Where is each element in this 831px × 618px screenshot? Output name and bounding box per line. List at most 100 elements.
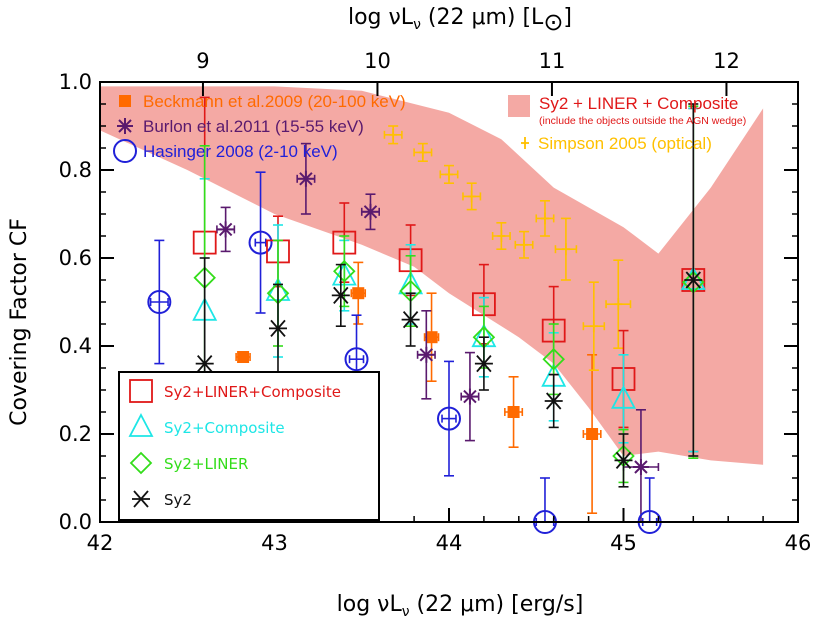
legend-upper-item-1: Burlon et al.2011 (15-55 keV) (117, 117, 364, 136)
legend-upper-item-2: Hasinger 2008 (2-10 keV) (113, 139, 338, 163)
y-tick-label-0.4: 0.4 (59, 334, 92, 358)
legend-label-simpson: Simpson 2005 (optical) (538, 134, 712, 153)
errorbar-simpson-2005-optical-6 (535, 200, 555, 237)
series-beckmann-et-al-2009-20-100-kev (235, 261, 602, 515)
point-burlon-et-al-2011-15-55-kev-5 (632, 459, 649, 475)
point-beckmann-et-al-2009-20-100-kev-1 (352, 287, 365, 300)
errorbar-hasinger-2008-2-10-kev-4 (535, 477, 555, 526)
x-axis-title: log νLν (22 μm) [erg/s] (337, 592, 584, 618)
point-sy2-7 (684, 271, 703, 289)
point-simpson-2005-optical-1 (418, 146, 427, 159)
point-hasinger-2008-2-10-kev-1 (248, 230, 273, 255)
point-hasinger-2008-2-10-kev-3 (437, 406, 461, 431)
point-simpson-2005-optical-6 (540, 212, 549, 225)
errorbar-hasinger-2008-2-10-kev-0 (149, 239, 169, 365)
point-sy2-0 (195, 355, 214, 373)
point-simpson-2005-optical-9 (614, 298, 623, 311)
y-tick-label-1.0: 1.0 (59, 70, 92, 94)
legend-box-label-sy2-liner-composite: Sy2+LINER+Composite (164, 383, 341, 401)
point-sy2-1 (268, 319, 287, 337)
legend-label-beckmann-et-al-2009-20-100-kev-: Beckmann et al.2009 (20-100 keV) (143, 92, 406, 111)
point-burlon-et-al-2011-15-55-kev-3 (418, 346, 435, 363)
y-tick-label-0.8: 0.8 (59, 158, 92, 182)
point-sy2-5 (544, 392, 563, 410)
y-axis-title: Covering Factor CF (7, 218, 32, 426)
point-sy2-4 (474, 355, 493, 373)
legend-marker-beckmann-et-al-2009-20-100-kev- (119, 95, 131, 107)
point-sy2-6 (614, 451, 633, 469)
point-simpson-2005-optical-5 (520, 238, 529, 251)
legend-label-sy2-liner-composite-shade: Sy2 + LINER + Composite (539, 94, 738, 113)
top-tick-label-12: 12 (713, 49, 740, 73)
y-tick-label-0.6: 0.6 (59, 246, 92, 270)
x-tick-label-44: 44 (436, 531, 463, 555)
legend-label-burlon-et-al-2011-15-55-kev-: Burlon et al.2011 (15-55 keV) (143, 117, 364, 136)
y-tick-label-0.0: 0.0 (59, 510, 92, 534)
x-tick-label-46: 46 (785, 531, 812, 555)
legend-box-marker-sy2-composite (128, 413, 154, 437)
top-tick-label-10: 10 (364, 49, 391, 73)
y-tick-label-0.2: 0.2 (59, 422, 92, 446)
point-burlon-et-al-2011-15-55-kev-1 (297, 170, 314, 187)
legend-marker-burlon-et-al-2011-15-55-kev- (117, 118, 133, 134)
point-sy2-liner-5 (542, 347, 565, 371)
legend-box-item-3: Sy2 (132, 490, 192, 509)
legend-upper-item-0: Beckmann et al.2009 (20-100 keV) (119, 92, 406, 111)
legend-label-hasinger-2008-2-10-kev-: Hasinger 2008 (2-10 keV) (143, 142, 338, 161)
x-tick-label-43: 43 (261, 531, 288, 555)
series-hasinger-2008-2-10-kev (147, 171, 662, 534)
legend-note-agn-wedge: (include the objects outside the AGN wed… (539, 115, 746, 127)
legend-box-marker-sy2-liner-composite (129, 379, 153, 403)
top-tick-label-11: 11 (539, 49, 566, 73)
legend-box-marker-sy2-liner (129, 451, 153, 475)
point-simpson-2005-optical-8 (589, 320, 598, 333)
legend-marker-simpson (521, 137, 529, 149)
point-beckmann-et-al-2009-20-100-kev-4 (586, 428, 599, 440)
point-sy2-liner-2 (333, 259, 356, 283)
legend-box-label-sy2-composite: Sy2+Composite (164, 419, 285, 437)
legend-layer: Beckmann et al.2009 (20-100 keV) Burlon e… (113, 92, 746, 521)
legend-right-item-1: Simpson 2005 (optical) (521, 134, 712, 153)
point-simpson-2005-optical-4 (497, 230, 506, 242)
errorbar-hasinger-2008-2-10-kev-5 (641, 477, 658, 526)
x-tick-label-45: 45 (610, 531, 637, 555)
point-sy2-3 (401, 311, 420, 329)
errorbar-hasinger-2008-2-10-kev-1 (254, 171, 267, 314)
point-burlon-et-al-2011-15-55-kev-4 (461, 388, 478, 405)
series-sy2 (195, 103, 703, 488)
series-layer (147, 96, 706, 534)
legend-box-frame (118, 371, 380, 521)
legend-shade-swatch (508, 95, 530, 117)
series-burlon-et-al-2011-15-55-kev (216, 142, 660, 523)
point-burlon-et-al-2011-15-55-kev-2 (362, 203, 379, 220)
legend-box-label-sy2-liner: Sy2+LINER (164, 455, 248, 473)
top-tick-label-9: 9 (196, 49, 209, 73)
legend-box-marker-sy2 (132, 490, 150, 508)
legend-box-item-2: Sy2+LINER (129, 451, 248, 475)
legend-box-item-1: Sy2+Composite (128, 413, 285, 437)
point-hasinger-2008-2-10-kev-2 (344, 347, 369, 372)
series-simpson-2005-optical (383, 125, 632, 372)
legend-box: Sy2+LINER+Composite Sy2+Composite Sy2+LINE… (118, 371, 380, 521)
legend-box-item-0: Sy2+LINER+Composite (129, 379, 341, 403)
point-beckmann-et-al-2009-20-100-kev-2 (425, 331, 438, 344)
point-simpson-2005-optical-0 (389, 128, 398, 141)
errorbar-hasinger-2008-2-10-kev-3 (441, 360, 457, 477)
legend-marker-hasinger-2008-2-10-kev- (113, 139, 137, 163)
legend-box-label-sy2: Sy2 (164, 491, 192, 509)
top-axis-title: log νLν (22 μm) [L⊙] (348, 5, 572, 36)
point-simpson-2005-optical-7 (561, 243, 570, 256)
point-sy2-2 (331, 286, 350, 304)
legend-right-item-0: Sy2 + LINER + Composite (include the obje… (508, 94, 746, 127)
point-simpson-2005-optical-3 (467, 190, 476, 203)
point-beckmann-et-al-2009-20-100-kev-0 (237, 351, 250, 363)
point-hasinger-2008-2-10-kev-0 (147, 290, 172, 314)
point-beckmann-et-al-2009-20-100-kev-3 (507, 406, 520, 418)
x-tick-label-42: 42 (87, 531, 114, 555)
point-simpson-2005-optical-2 (445, 168, 453, 181)
axes-layer: 42 43 44 45 46 0.0 0.2 0.4 0.6 0.8 1.0 9 10 11 12 (59, 49, 812, 555)
point-burlon-et-al-2011-15-55-kev-0 (217, 221, 234, 238)
point-sy2-composite-6 (611, 384, 636, 409)
